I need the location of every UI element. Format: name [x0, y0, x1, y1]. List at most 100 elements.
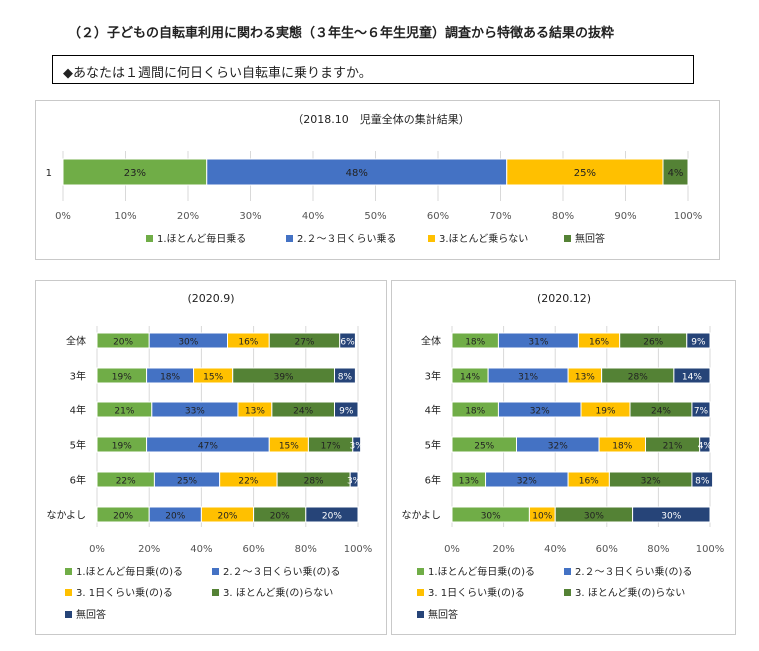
- data-label: 8%: [695, 477, 710, 487]
- x-tick-label: 60%: [427, 211, 449, 222]
- category-label: 全体: [66, 335, 86, 348]
- bar-segment: [662, 158, 689, 186]
- data-label: 14%: [682, 373, 702, 383]
- data-label: 32%: [548, 442, 568, 452]
- data-label: 3%: [350, 442, 365, 452]
- data-label: 18%: [160, 373, 180, 383]
- question-text: ◆あなたは１週間に何日くらい自転車に乗りますか。: [63, 66, 372, 81]
- chart-panel-2018: （2018.10 児童全体の集計結果） 0% 10% 20% 30% 40% 50% 60% 7…: [35, 100, 720, 260]
- x-tick-label: 60%: [596, 544, 618, 555]
- data-label: 14%: [460, 373, 480, 383]
- legend-label: 2.２～３日くらい乗(の)る: [575, 566, 692, 578]
- category-label: 1: [46, 168, 52, 179]
- legend-swatch: [428, 235, 435, 242]
- x-tick-label: 20%: [177, 211, 199, 222]
- bar-segment: [691, 471, 714, 488]
- x-tick-label: 0%: [55, 211, 71, 222]
- x-tick-label: 20%: [138, 544, 160, 555]
- legend-swatch: [212, 568, 219, 575]
- category-label: 3年: [70, 370, 86, 383]
- x-tick-label: 0%: [444, 544, 460, 555]
- data-label: 16%: [589, 338, 609, 348]
- data-label: 4%: [698, 442, 713, 452]
- category-label: 5年: [425, 439, 441, 452]
- data-label: 18%: [465, 338, 485, 348]
- data-label: 17%: [321, 442, 341, 452]
- data-label: 15%: [203, 373, 223, 383]
- data-label: 21%: [663, 442, 683, 452]
- data-label: 25%: [474, 442, 494, 452]
- category-label: 5年: [70, 439, 86, 452]
- x-tick-label: 30%: [239, 211, 261, 222]
- x-tick-label: 100%: [674, 211, 703, 222]
- data-label: 23%: [124, 168, 146, 179]
- bar-segment: [334, 367, 356, 384]
- data-label: 28%: [304, 477, 324, 487]
- legend-swatch: [286, 235, 293, 242]
- data-label: 19%: [112, 373, 132, 383]
- legend-swatch: [564, 568, 571, 575]
- legend-label: 3. ほとんど乗(の)らない: [575, 587, 685, 599]
- data-label: 31%: [518, 373, 538, 383]
- legend-swatch: [65, 568, 72, 575]
- bar-segment: [673, 367, 711, 384]
- data-label: 20%: [322, 512, 342, 522]
- category-label: なかよし: [47, 510, 87, 522]
- bar-segment: [352, 436, 362, 453]
- category-label: 3年: [425, 370, 441, 383]
- chart-panel-2020-9: (2020.9) 0% 20% 40% 60% 80% 100% 全体 20% 30% 16% 27%…: [35, 280, 387, 635]
- data-label: 25%: [574, 168, 596, 179]
- legend-label: 3. ほとんど乗(の)らない: [223, 587, 333, 599]
- bar-segment: [632, 506, 711, 523]
- x-tick-label: 80%: [552, 211, 574, 222]
- data-label: 21%: [114, 407, 134, 417]
- data-label: 27%: [294, 338, 314, 348]
- data-label: 13%: [245, 407, 265, 417]
- x-tick-label: 50%: [364, 211, 386, 222]
- chart-title: （2018.10 児童全体の集計結果）: [292, 112, 470, 126]
- chart-2020-9: (2020.9) 0% 20% 40% 60% 80% 100% 全体 20% 30% 16% 27%…: [47, 292, 373, 621]
- bar-segment: [334, 401, 359, 418]
- data-label: 4%: [668, 168, 684, 179]
- x-tick-label: 80%: [647, 544, 669, 555]
- data-label: 6%: [340, 338, 355, 348]
- data-label: 32%: [530, 407, 550, 417]
- data-label: 22%: [238, 477, 258, 487]
- data-label: 19%: [596, 407, 616, 417]
- data-label: 24%: [651, 407, 671, 417]
- data-label: 20%: [113, 512, 133, 522]
- category-label: 6年: [70, 474, 86, 487]
- chart-2020-12: (2020.12) 0% 20% 40% 60% 80% 100% 全体 18% 31% 16% 26…: [402, 292, 725, 621]
- x-tick-label: 20%: [492, 544, 514, 555]
- legend-swatch: [417, 589, 424, 596]
- data-label: 30%: [481, 512, 501, 522]
- x-tick-label: 70%: [489, 211, 511, 222]
- legend-label: 1.ほとんど毎日乗(の)る: [428, 565, 535, 578]
- data-label: 13%: [575, 373, 595, 383]
- legend-swatch: [564, 589, 571, 596]
- legend-swatch: [417, 568, 424, 575]
- data-label: 33%: [185, 407, 205, 417]
- bar-segment: [349, 471, 359, 488]
- x-tick-label: 40%: [302, 211, 324, 222]
- data-label: 30%: [584, 512, 604, 522]
- bar-segment: [305, 506, 359, 523]
- bar-segment: [62, 158, 208, 186]
- bar-segment: [686, 332, 711, 349]
- data-label: 24%: [293, 407, 313, 417]
- legend-label: 3.ほとんど乗らない: [439, 233, 528, 245]
- chart-title: (2020.9): [187, 292, 234, 305]
- data-label: 48%: [346, 168, 368, 179]
- data-label: 20%: [270, 512, 290, 522]
- legend-label: 無回答: [575, 232, 605, 245]
- page-title: （２）子どもの自転車利用に関わる実態（３年生～６年生児童）調査から特徴ある結果の…: [68, 26, 615, 41]
- data-label: 19%: [112, 442, 132, 452]
- data-label: 47%: [198, 442, 218, 452]
- legend-label: 2.２～３日くらい乗る: [297, 233, 397, 245]
- legend-label: 3. 1日くらい乗(の)る: [76, 587, 173, 599]
- legend-label: 無回答: [428, 608, 458, 621]
- legend-label: 無回答: [76, 608, 106, 621]
- category-label: なかよし: [402, 510, 442, 522]
- data-label: 9%: [339, 407, 354, 417]
- x-tick-label: 100%: [344, 544, 373, 555]
